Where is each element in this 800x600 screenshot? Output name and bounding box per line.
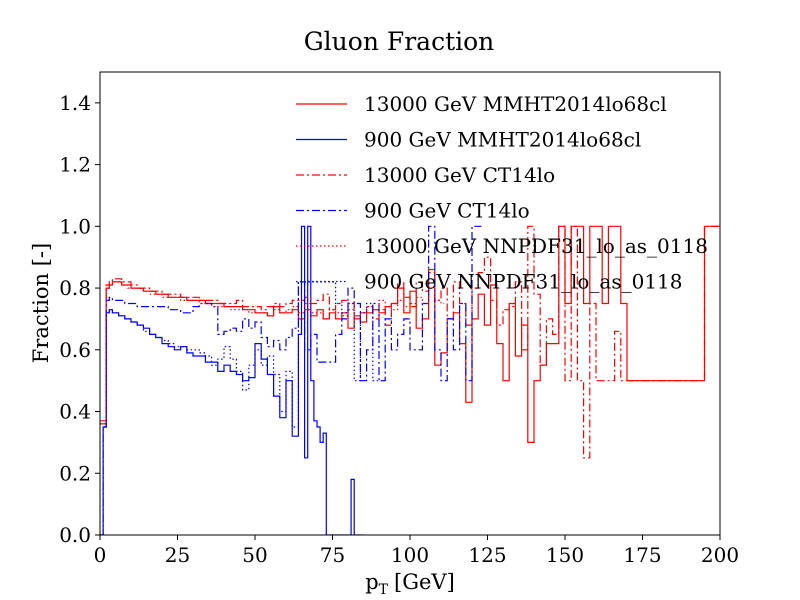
x-tick-label: 25: [165, 543, 190, 567]
x-axis: 0 25 50 75 100 125 150 175 200: [94, 535, 739, 567]
y-tick-label: 0.4: [59, 400, 91, 424]
x-tick-label: 100: [391, 543, 429, 567]
legend-label-13000-gev-ct14lo: 13000 GeV CT14lo: [364, 163, 555, 187]
y-tick-label: 1.4: [59, 91, 91, 115]
series-line-900-gev-ct14lo: [100, 225, 482, 535]
series-line-13000-gev-ct14lo: [100, 225, 720, 459]
x-axis-label-main: p: [365, 570, 378, 594]
legend: 13000 GeV MMHT2014lo68cl 900 GeV MMHT2014…: [296, 92, 708, 294]
y-axis-label: Fraction [-]: [29, 243, 53, 363]
x-axis-label: pT [GeV]: [365, 570, 455, 598]
y-tick-label: 1.0: [59, 214, 91, 238]
legend-label-13000-gev-nnpdf31-lo-as-0118: 13000 GeV NNPDF31_lo_as_0118: [364, 234, 708, 258]
x-tick-label: 75: [320, 543, 345, 567]
y-tick-label: 1.2: [59, 153, 91, 177]
legend-label-900-gev-nnpdf31-lo-as-0118: 900 GeV NNPDF31_lo_as_0118: [364, 270, 683, 294]
x-tick-label: 200: [701, 543, 739, 567]
x-tick-label: 0: [94, 543, 107, 567]
x-tick-label: 150: [546, 543, 584, 567]
x-axis-label-unit: [GeV]: [394, 570, 455, 594]
x-tick-label: 175: [623, 543, 661, 567]
y-tick-label: 0.0: [59, 523, 91, 547]
legend-label-900-gev-ct14lo: 900 GeV CT14lo: [364, 199, 530, 223]
x-tick-label: 50: [242, 543, 267, 567]
x-axis-label-subscript: T: [379, 582, 389, 598]
series-line-900-gev-nnpdf31-lo-as-0118: [100, 281, 383, 535]
x-tick-label: 125: [468, 543, 506, 567]
y-tick-label: 0.6: [59, 338, 91, 362]
series-layer: [100, 225, 720, 535]
legend-label-900-gev-mmht2014lo68cl: 900 GeV MMHT2014lo68cl: [364, 128, 641, 152]
series-line-900-gev-mmht2014lo68cl: [100, 225, 364, 535]
legend-label-13000-gev-mmht2014lo68cl: 13000 GeV MMHT2014lo68cl: [364, 92, 667, 116]
y-axis: 0.0 0.2 0.4 0.6 0.8 1.0 1.2 1.4: [59, 91, 100, 547]
y-tick-label: 0.8: [59, 276, 91, 300]
chart-title: Gluon Fraction: [304, 27, 495, 56]
y-tick-label: 0.2: [59, 461, 91, 485]
